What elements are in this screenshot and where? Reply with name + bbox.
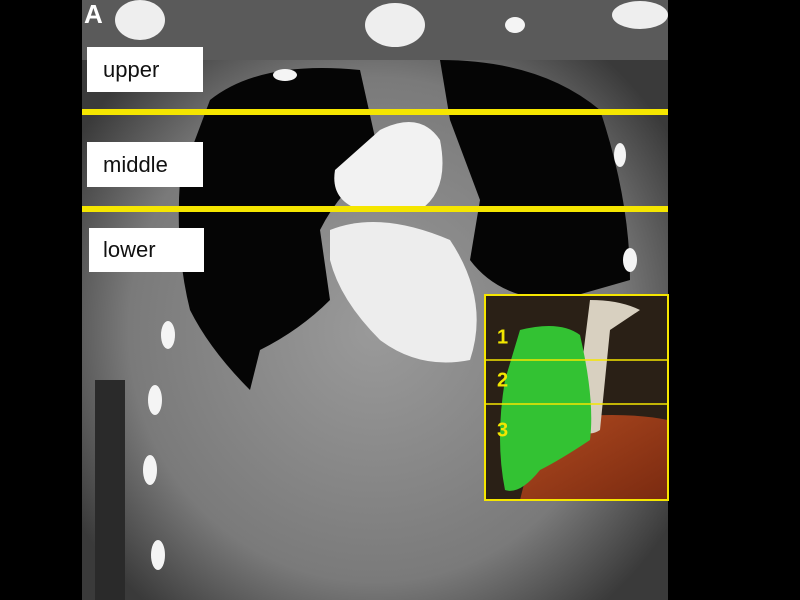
label-box: [87, 47, 203, 92]
zone-label: middle: [103, 152, 168, 177]
zone-label: lower: [103, 237, 156, 262]
label-box: [89, 228, 204, 272]
inset-3d: [484, 294, 669, 501]
zone-label: upper: [103, 57, 159, 82]
segment-label: 2: [497, 369, 508, 391]
label-box: [87, 142, 203, 187]
segment-label: 3: [497, 419, 508, 441]
panel-label: A: [84, 0, 103, 29]
segment-label: 1: [497, 326, 508, 348]
